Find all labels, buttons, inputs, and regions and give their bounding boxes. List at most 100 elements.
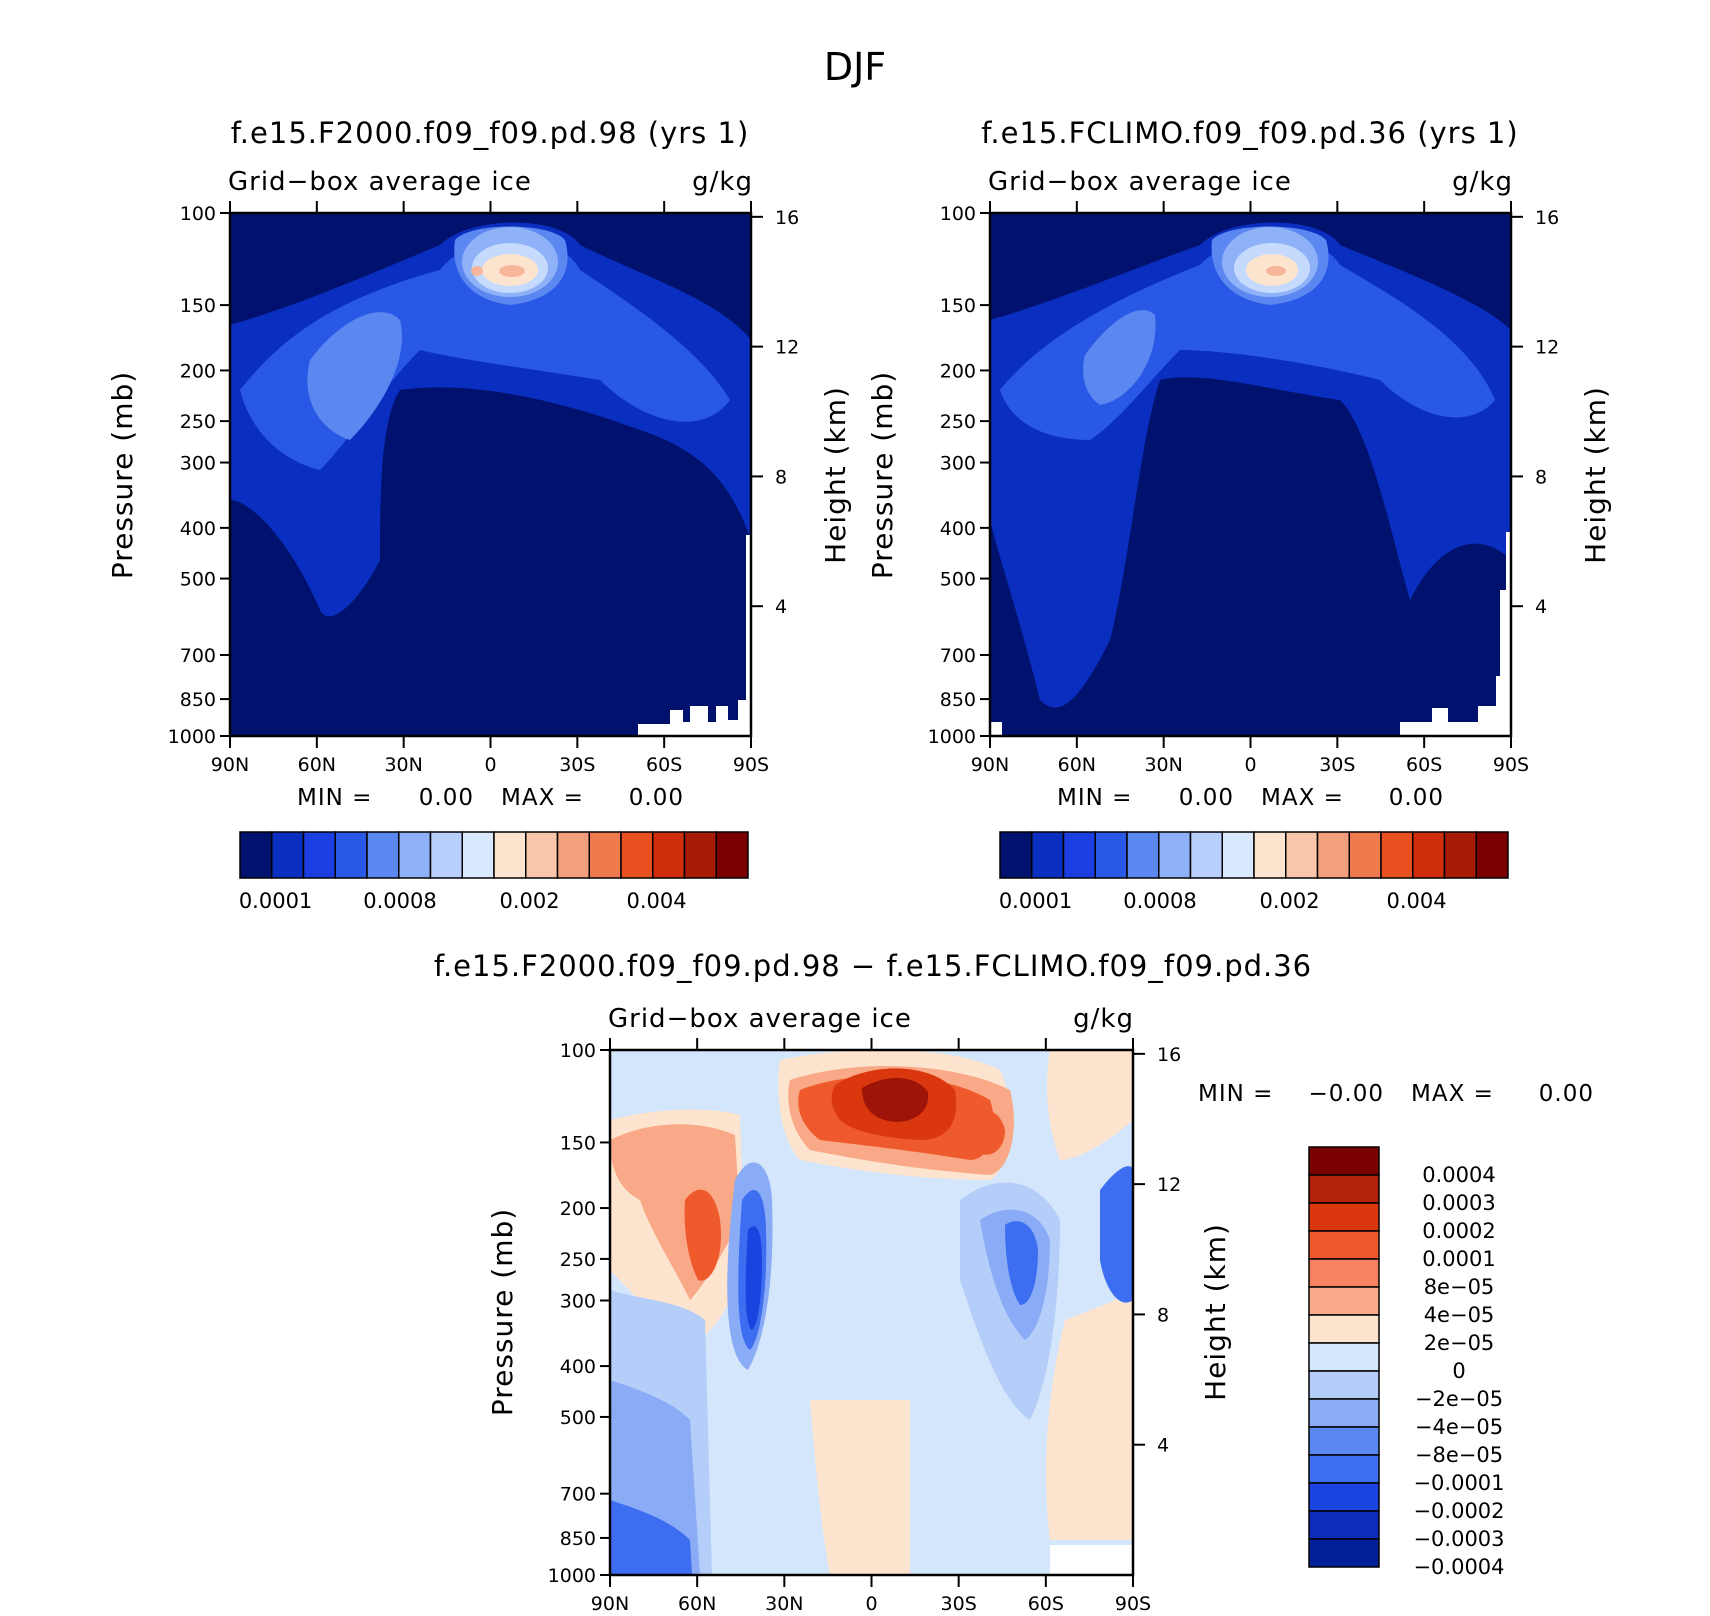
panel-variable-label: Grid−box average ice	[608, 1004, 912, 1034]
colorbar-diff: 0.0004 0.0003 0.0002 0.0001 8e−05 4e−05 2e−05 0…	[1308, 1146, 1505, 1579]
colorbar-label: 0.0001	[239, 889, 312, 913]
max-value: 0.00	[1389, 785, 1444, 811]
colorbar-label: −0.0004	[1413, 1555, 1504, 1579]
y-tick-label: 700	[560, 1484, 596, 1506]
x-tick-label: 90S	[1493, 754, 1529, 776]
colorbar-swatch	[1308, 1258, 1380, 1288]
axes-group: 100 150 200 250 300 400 500 700 850 1000 16 12 8 4 90N…	[928, 201, 1559, 776]
colorbar-swatch	[1094, 831, 1128, 879]
colorbar-swatch	[1308, 1342, 1380, 1372]
contour-field	[990, 213, 1511, 736]
y-tick-label: 500	[940, 569, 976, 591]
y-axis-label: Pressure (mb)	[106, 371, 139, 579]
max-label: MAX =	[1261, 785, 1344, 811]
y-tick-label: 1000	[548, 1565, 596, 1587]
colorbar-swatch	[429, 831, 463, 879]
y-axis-label: Pressure (mb)	[486, 1208, 519, 1416]
colorbar-swatch	[1308, 1202, 1380, 1232]
y-tick-label: 150	[180, 295, 216, 317]
colorbar-swatch	[398, 831, 432, 879]
x-tick-label: 0	[484, 754, 496, 776]
colorbar-main: 0.0001 0.0008 0.002 0.004	[999, 831, 1509, 913]
y2-tick-label: 16	[1535, 207, 1559, 229]
figure-title: DJF	[824, 45, 886, 89]
axes-group: 100 150 200 250 300 400 500 700 850 1000 16 12 8 4 90N…	[168, 201, 799, 776]
y2-tick-label: 8	[1535, 466, 1547, 488]
colorbar-label: −8e−05	[1415, 1443, 1503, 1467]
colorbar-label: −0.0002	[1413, 1499, 1504, 1523]
y2-axis-label: Height (km)	[819, 386, 852, 564]
y-tick-label: 700	[940, 645, 976, 667]
x-tick-label: 30N	[1144, 754, 1182, 776]
panel-units-label: g/kg	[1073, 1004, 1134, 1034]
colorbar-swatch	[1031, 831, 1065, 879]
colorbar-swatch	[1308, 1482, 1380, 1512]
colorbar-swatch	[1475, 831, 1509, 879]
y-tick-label: 850	[560, 1528, 596, 1550]
y-tick-label: 400	[560, 1356, 596, 1378]
panel-f2000: f.e15.F2000.f09_f09.pd.98 (yrs 1) Grid−b…	[106, 116, 852, 913]
colorbar-label: 0.0001	[1422, 1247, 1495, 1271]
contour-field	[610, 1049, 1133, 1575]
colorbar-swatch	[1380, 831, 1414, 879]
colorbar-swatch	[1443, 831, 1477, 879]
min-label: MIN =	[1198, 1081, 1273, 1107]
colorbar-label: −0.0001	[1413, 1471, 1504, 1495]
colorbar-label: 4e−05	[1424, 1303, 1495, 1327]
y-tick-label: 400	[940, 518, 976, 540]
colorbar-swatch	[1308, 1230, 1380, 1260]
colorbar-swatch	[1308, 1538, 1380, 1568]
y-tick-label: 1000	[168, 726, 216, 748]
contour-band-3	[307, 312, 402, 440]
colorbar-label: 0.0002	[1422, 1219, 1495, 1243]
contour-core-5	[471, 266, 483, 276]
y-tick-label: 500	[560, 1407, 596, 1429]
x-tick-label: 60N	[298, 754, 336, 776]
colorbar-swatch	[1308, 1510, 1380, 1540]
colorbar-swatch	[683, 831, 717, 879]
max-value: 0.00	[1539, 1081, 1594, 1107]
missing-data-corner	[990, 722, 1002, 736]
y2-tick-label: 8	[775, 466, 787, 488]
colorbar-label: 0	[1452, 1359, 1465, 1383]
contour-band-red	[967, 1110, 1005, 1155]
panel-subtitle: f.e15.F2000.f09_f09.pd.98 − f.e15.FCLIMO…	[434, 949, 1312, 983]
colorbar-label: 0.002	[1259, 889, 1319, 913]
y-tick-label: 700	[180, 645, 216, 667]
y2-tick-label: 16	[1157, 1044, 1181, 1066]
contour-band-peach	[1045, 1290, 1133, 1540]
colorbar-swatch	[271, 831, 305, 879]
x-tick-label: 0	[865, 1593, 877, 1615]
panel-units-label: g/kg	[1452, 167, 1513, 197]
y2-tick-label: 12	[1157, 1174, 1181, 1196]
axes-group: 100 150 200 250 300 400 500 700 850 1000 16 12 8 4 90N…	[548, 1038, 1181, 1615]
y-tick-label: 250	[940, 411, 976, 433]
colorbar-swatch	[588, 831, 622, 879]
y-tick-label: 500	[180, 569, 216, 591]
y-tick-label: 1000	[928, 726, 976, 748]
colorbar-swatch	[1308, 1454, 1380, 1484]
colorbar-swatch	[366, 831, 400, 879]
x-tick-label: 30N	[765, 1593, 803, 1615]
y2-tick-label: 4	[775, 596, 787, 618]
colorbar-swatch	[556, 831, 590, 879]
colorbar-swatch	[1308, 1146, 1380, 1176]
colorbar-label: 0.0001	[999, 889, 1072, 913]
y-tick-label: 400	[180, 518, 216, 540]
y2-axis-label: Height (km)	[1579, 386, 1612, 564]
colorbar-label: 8e−05	[1424, 1275, 1495, 1299]
colorbar-label: 0.004	[1386, 889, 1446, 913]
colorbar-swatch	[652, 831, 686, 879]
max-label: MAX =	[501, 785, 584, 811]
x-tick-label: 90S	[733, 754, 769, 776]
panel-fclimo: f.e15.FCLIMO.f09_f09.pd.36 (yrs 1) Grid−…	[866, 116, 1612, 913]
colorbar-swatch	[1158, 831, 1192, 879]
colorbar-swatch	[493, 831, 527, 879]
missing-data-mask	[1050, 1545, 1133, 1575]
y2-tick-label: 4	[1535, 596, 1547, 618]
colorbar-swatch	[1126, 831, 1160, 879]
x-tick-label: 60N	[678, 1593, 716, 1615]
panel-subtitle: f.e15.F2000.f09_f09.pd.98 (yrs 1)	[231, 116, 750, 150]
max-value: 0.00	[629, 785, 684, 811]
colorbar-label: 2e−05	[1424, 1331, 1495, 1355]
